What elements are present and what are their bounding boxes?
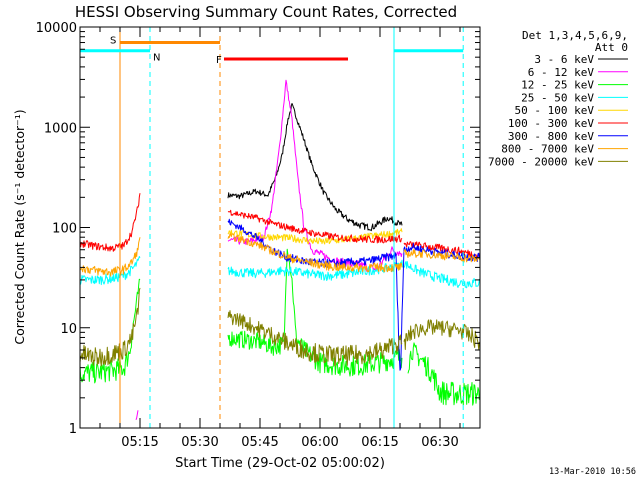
series-line-8-seg-1 — [227, 310, 403, 367]
interval-layer: S F N — [80, 36, 464, 66]
x-tick-label-4: 06:15 — [361, 435, 398, 450]
x-tick-label-2: 05:45 — [241, 435, 278, 450]
x-tick-label-5: 06:30 — [421, 435, 458, 450]
x-axis-label: Start Time (29-Oct-02 05:00:02) — [175, 456, 385, 471]
tick-layer: 1 10 100 1000 10000 05:15 05:30 05:45 06:00 06:15… — [36, 21, 480, 450]
series-line-2-seg-0 — [79, 278, 141, 384]
y-tick-label-2: 100 — [52, 222, 77, 237]
legend-label-4: 50 - 100 keV — [515, 104, 595, 117]
series-line-4-seg-0 — [227, 228, 403, 245]
legend-label-0: 3 - 6 keV — [534, 53, 594, 66]
x-tick-label-3: 06:00 — [301, 435, 338, 450]
legend-label-8: 7000 - 20000 keV — [488, 155, 594, 168]
legend-label-2: 12 - 25 keV — [521, 79, 594, 92]
series-line-7-seg-0 — [79, 237, 141, 277]
x-tick-label-0: 05:15 — [121, 435, 158, 450]
interval-label-2: N — [153, 53, 160, 64]
y-tick-label-3: 1000 — [44, 121, 77, 136]
series-line-5-seg-2 — [403, 241, 481, 260]
legend-header-line-1: Att 0 — [595, 41, 628, 54]
y-tick-label-0: 1 — [69, 422, 77, 437]
interval-label-0: S — [110, 36, 116, 47]
x-tick-label-1: 05:30 — [181, 435, 218, 450]
y-axis-label: Corrected Count Rate (s⁻¹ detector⁻¹) — [12, 109, 27, 344]
series-line-8-seg-0 — [79, 287, 141, 367]
series-line-7-seg-1 — [227, 233, 403, 273]
series-line-1-seg-0 — [135, 410, 139, 420]
series-line-7-seg-2 — [403, 249, 481, 263]
legend-label-6: 300 - 800 keV — [508, 130, 594, 143]
series-line-8-seg-2 — [403, 319, 481, 350]
series-layer — [79, 79, 481, 420]
interval-label-1: F — [216, 55, 222, 66]
series-line-0-seg-0 — [227, 103, 403, 232]
legend-header-line-0: Det 1,3,4,5,6,9, — [522, 29, 628, 42]
series-line-5-seg-1 — [227, 209, 403, 244]
chart-title: HESSI Observing Summary Count Rates, Cor… — [75, 3, 457, 21]
series-line-5-seg-0 — [79, 193, 141, 252]
y-tick-label-4: 10000 — [36, 21, 77, 36]
footer-timestamp: 13-Mar-2010 10:56 — [549, 467, 636, 477]
legend-label-5: 100 - 300 keV — [508, 117, 594, 130]
y-tick-label-1: 10 — [60, 322, 77, 337]
series-line-2-seg-2 — [407, 342, 481, 406]
legend-label-7: 800 - 7000 keV — [501, 143, 594, 156]
legend-label-1: 6 - 12 keV — [528, 66, 595, 79]
legend-label-3: 25 - 50 keV — [521, 91, 594, 104]
marker-layer — [119, 27, 464, 428]
